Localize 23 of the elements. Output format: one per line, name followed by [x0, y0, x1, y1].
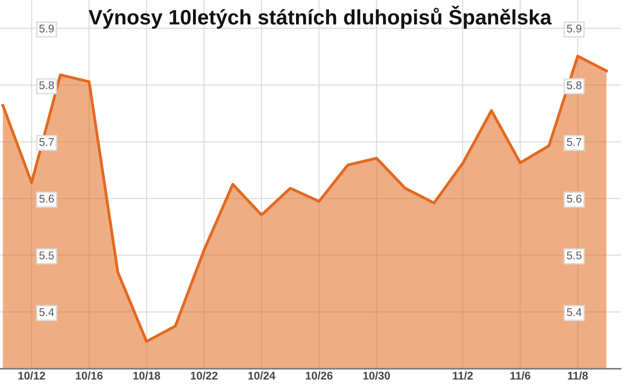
x-tick-label: 10/12	[18, 371, 46, 380]
y2-tick-label: 5.5	[566, 252, 582, 260]
x-tick-label: 10/24	[248, 371, 276, 380]
y2-tick-label: 5.7	[566, 138, 582, 146]
x-tick-label: 11/8	[568, 371, 588, 380]
y2-tick-label: 5.8	[566, 81, 582, 90]
y-tick-label: 5.6	[39, 194, 54, 203]
x-tick-label: 11/2	[452, 371, 473, 380]
x-tick-label: 10/26	[306, 371, 333, 380]
x-tick-label: 10/16	[76, 371, 103, 380]
x-tick-label: 10/30	[363, 371, 390, 380]
y2-tick-label: 5.6	[566, 194, 582, 203]
y-tick-label: 5.4	[39, 308, 54, 316]
y-tick-label: 5.5	[39, 252, 54, 260]
x-tick-label: 11/6	[510, 371, 530, 380]
y2-tick-label: 5.9	[566, 24, 582, 32]
y-tick-label: 5.8	[39, 81, 54, 90]
y-tick-label: 5.9	[39, 24, 54, 32]
x-tick-label: 10/22	[190, 371, 218, 380]
y2-tick-label: 5.4	[566, 308, 582, 316]
x-tick-label: 10/18	[133, 371, 160, 380]
y-tick-label: 5.7	[39, 138, 54, 146]
chart-title: Výnosy 10letých státních dluhopisů Španělska	[88, 6, 552, 29]
